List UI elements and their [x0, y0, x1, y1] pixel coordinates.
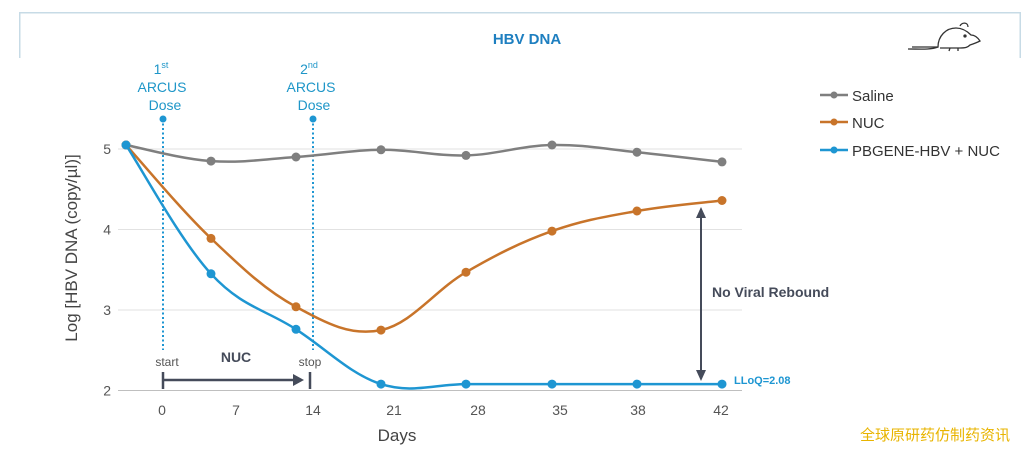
data-point-pbgene-hbv-nuc — [121, 140, 131, 150]
data-point-saline — [376, 145, 386, 155]
x-tick-label: 42 — [713, 402, 729, 418]
data-point-pbgene-hbv-nuc — [632, 379, 642, 389]
svg-text:2nd: 2nd — [300, 60, 318, 77]
legend-label-saline: Saline — [852, 88, 894, 105]
legend-marker-nuc — [830, 118, 838, 126]
series-line-saline — [125, 143, 723, 164]
x-axis-title: Days — [378, 426, 417, 445]
rebound-arrowhead-up — [696, 207, 706, 218]
dose-ordinal-suffix: nd — [308, 60, 318, 70]
y-tick-label: 2 — [103, 383, 111, 399]
dose-label-arcus: ARCUS — [286, 79, 335, 95]
rebound-arrowhead-down — [696, 370, 706, 381]
y-tick-label: 5 — [103, 141, 111, 157]
x-tick-label: 0 — [158, 402, 166, 418]
rebound-label: No Viral Rebound — [712, 284, 829, 300]
lloq-label: LLoQ=2.08 — [734, 375, 791, 387]
legend-item-saline: Saline — [820, 88, 894, 105]
data-point-saline — [291, 152, 301, 162]
legend: Saline NUC PBGENE-HBV + NUC — [820, 88, 1000, 160]
data-point-nuc — [717, 196, 727, 205]
x-tick-label: 7 — [232, 402, 240, 418]
legend-label-nuc: NUC — [852, 115, 885, 132]
watermark-text: 全球原研药仿制药资讯 — [860, 426, 1010, 444]
y-axis-title: Log [HBV DNA (copy/µl)] — [62, 154, 81, 341]
y-tick-label: 3 — [103, 302, 111, 318]
x-tick-label: 35 — [552, 402, 568, 418]
legend-label-pbgene-hbv-nuc: PBGENE-HBV + NUC — [852, 143, 1000, 160]
y-tick-label: 4 — [103, 222, 111, 238]
data-point-pbgene-hbv-nuc — [291, 324, 301, 334]
legend-marker-saline — [830, 91, 838, 99]
dose-ordinal-suffix: st — [161, 60, 169, 70]
series-layer — [121, 140, 727, 390]
x-tick-label: 38 — [630, 402, 646, 418]
data-point-pbgene-hbv-nuc — [717, 379, 727, 389]
data-point-saline — [632, 147, 642, 157]
x-tick-label: 14 — [305, 402, 321, 418]
legend-item-pbgene-hbv-nuc: PBGENE-HBV + NUC — [820, 143, 1000, 160]
data-point-nuc — [206, 233, 216, 243]
data-point-pbgene-hbv-nuc — [547, 379, 557, 389]
period-arrowhead — [293, 374, 304, 386]
data-point-nuc — [547, 226, 557, 236]
mouse-icon — [907, 22, 981, 52]
data-point-pbgene-hbv-nuc — [206, 269, 216, 279]
frame-right-border — [1019, 12, 1021, 58]
nuc-period-annotation: start stop NUC — [155, 349, 322, 389]
no-viral-rebound-annotation: No Viral Rebound — [696, 207, 829, 381]
data-point-saline — [547, 140, 557, 150]
data-point-nuc — [376, 325, 386, 335]
frame-top-border — [19, 12, 1021, 14]
start-label: start — [155, 355, 179, 369]
chart-title: HBV DNA — [493, 31, 562, 48]
legend-marker-pbgene-hbv-nuc — [830, 146, 838, 154]
x-tick-label: 28 — [470, 402, 486, 418]
second-dose-annotation: 2nd ARCUS Dose — [286, 60, 336, 350]
stop-label: stop — [299, 355, 322, 369]
data-point-nuc — [291, 302, 301, 312]
x-tick-label: 21 — [386, 402, 402, 418]
dose-number: 2 — [300, 61, 308, 77]
data-point-pbgene-hbv-nuc — [376, 379, 386, 389]
dose-number: 1 — [154, 61, 162, 77]
data-point-saline — [717, 157, 727, 167]
dose-label-arcus: ARCUS — [137, 79, 186, 95]
data-point-saline — [206, 156, 216, 166]
dose-label-dose: Dose — [298, 97, 331, 113]
svg-text:1st: 1st — [154, 60, 169, 77]
data-point-pbgene-hbv-nuc — [461, 379, 471, 389]
first-dose-annotation: 1st ARCUS Dose — [137, 60, 187, 350]
data-point-nuc — [632, 206, 642, 216]
legend-item-nuc: NUC — [820, 115, 885, 132]
data-point-nuc — [461, 267, 471, 277]
nuc-period-label: NUC — [221, 349, 251, 365]
data-point-saline — [461, 150, 471, 160]
dose-label-dose: Dose — [149, 97, 182, 113]
frame-left-border — [19, 12, 21, 58]
